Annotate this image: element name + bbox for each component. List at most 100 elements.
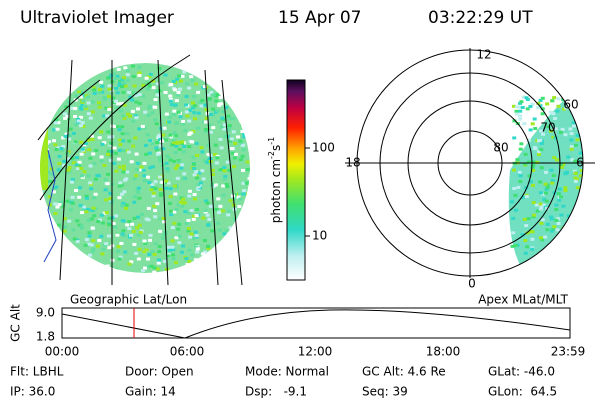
speckle	[213, 152, 218, 156]
speckle	[190, 253, 195, 257]
speckle	[211, 93, 216, 97]
polar-grid	[345, 48, 595, 278]
speckle	[580, 118, 583, 122]
speckle	[147, 75, 152, 79]
speckle	[224, 106, 229, 110]
speckle	[139, 168, 144, 172]
speckle	[221, 184, 226, 188]
speckle	[80, 211, 85, 215]
speckle	[227, 210, 232, 214]
speckle	[105, 182, 110, 186]
status-field: GLon: 64.5	[488, 385, 557, 399]
speckle	[118, 255, 123, 259]
speckle	[184, 221, 189, 225]
speckle	[58, 200, 63, 204]
speckle	[573, 159, 578, 163]
speckle	[571, 234, 576, 238]
speckle	[577, 123, 582, 127]
speckle	[160, 174, 165, 178]
speckle	[552, 96, 557, 100]
speckle	[168, 133, 173, 137]
speckle	[135, 226, 140, 230]
speckle	[92, 196, 97, 200]
speckle	[157, 67, 162, 71]
speckle	[167, 115, 172, 119]
speckle	[154, 122, 159, 126]
speckle	[582, 101, 583, 105]
speckle	[510, 244, 515, 248]
speckle	[140, 94, 145, 98]
speckle	[86, 242, 91, 246]
speckle	[192, 214, 197, 218]
speckle	[535, 209, 540, 213]
speckle	[577, 202, 582, 206]
speckle	[215, 109, 220, 113]
speckle	[241, 192, 246, 196]
speckle	[186, 229, 191, 233]
speckle	[246, 193, 250, 197]
speckle	[560, 127, 565, 131]
speckle	[187, 189, 192, 193]
speckle	[86, 174, 91, 178]
speckle	[192, 104, 197, 108]
speckle	[105, 264, 110, 268]
speckle	[555, 217, 560, 221]
speckle	[225, 185, 230, 189]
speckle	[549, 129, 554, 133]
speckle	[90, 100, 95, 104]
speckle	[155, 152, 160, 156]
speckle	[526, 160, 531, 164]
speckle	[93, 177, 98, 181]
speckle	[67, 166, 72, 170]
speckle	[61, 144, 66, 148]
speckle	[122, 190, 127, 194]
speckle	[576, 229, 581, 233]
speckle	[147, 151, 152, 155]
speckle	[137, 196, 142, 200]
speckle	[167, 120, 172, 124]
speckle	[531, 164, 536, 168]
speckle	[189, 209, 194, 213]
speckle	[46, 140, 51, 144]
speckle	[142, 179, 147, 183]
speckle	[106, 76, 111, 80]
speckle	[544, 187, 549, 191]
speckle	[531, 201, 536, 205]
speckle	[518, 109, 523, 113]
speckle	[47, 195, 52, 199]
speckle	[185, 114, 190, 118]
speckle	[541, 132, 546, 136]
speckle	[179, 163, 184, 167]
speckle	[550, 99, 555, 103]
speckle	[130, 222, 135, 226]
speckle	[181, 119, 186, 123]
speckle	[551, 135, 556, 139]
speckle	[147, 104, 152, 108]
speckle	[169, 103, 174, 107]
speckle	[153, 180, 158, 184]
speckle	[155, 267, 160, 271]
speckle	[191, 101, 196, 105]
speckle	[76, 119, 81, 123]
speckle	[134, 174, 139, 178]
speckle	[552, 225, 557, 229]
speckle	[122, 234, 127, 238]
speckle	[531, 169, 536, 173]
speckle	[194, 214, 199, 218]
speckle	[160, 180, 165, 184]
speckle	[511, 216, 516, 220]
speckle	[580, 247, 583, 251]
speckle	[63, 116, 68, 120]
speckle	[173, 88, 178, 92]
speckle	[214, 99, 219, 103]
speckle	[176, 227, 181, 231]
speckle	[164, 161, 169, 165]
mlt-label: 12	[476, 48, 491, 62]
speckle	[173, 166, 178, 170]
speckle	[155, 93, 160, 97]
speckle	[126, 112, 131, 116]
speckle	[111, 72, 116, 76]
speckle	[196, 126, 201, 130]
speckle	[584, 98, 588, 101]
speckle	[208, 130, 213, 134]
